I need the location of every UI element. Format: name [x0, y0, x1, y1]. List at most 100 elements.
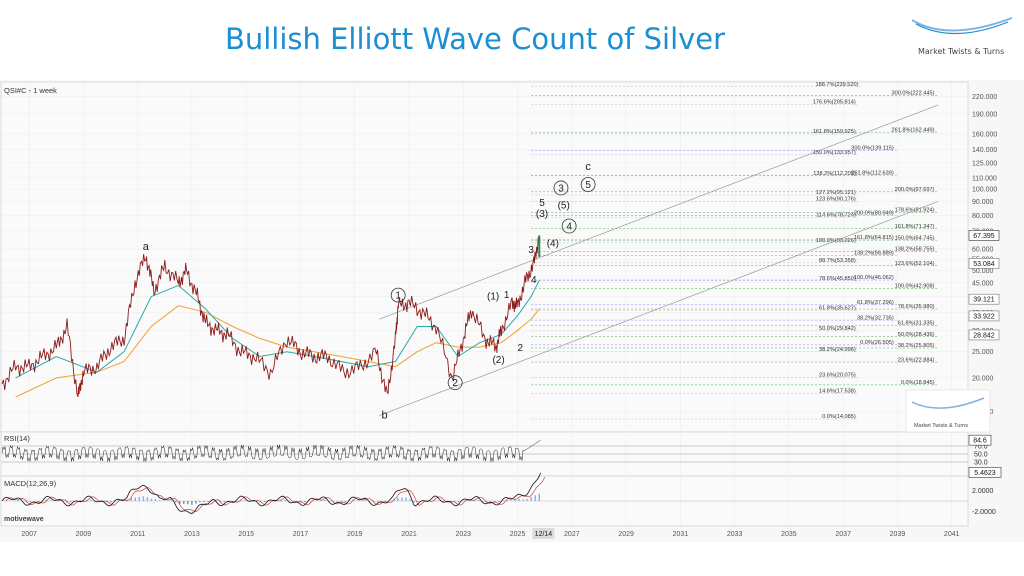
moving-average-slow [15, 305, 540, 398]
wave-circle [553, 180, 569, 196]
price-badge-label: 39.121 [973, 297, 995, 304]
y-tick-label: 220.000 [972, 94, 997, 101]
fib-gray-label: 161.8%(159.925) [813, 129, 856, 135]
price-badge-label: 53.084 [973, 261, 995, 268]
fib-gray-label: 23.6%(20.075) [819, 373, 856, 379]
y-tick-label: 125.000 [972, 160, 997, 167]
wave-label: a [143, 241, 150, 253]
price-badge [968, 258, 1000, 269]
channel-line [379, 104, 939, 320]
y-tick-label: 20.000 [972, 375, 994, 382]
x-tick-label: 2033 [727, 531, 743, 538]
x-tick-label: 2027 [564, 531, 580, 538]
price-badge-label: 33.922 [973, 313, 995, 320]
x-tick-label: 2019 [347, 531, 363, 538]
wave-label: 1 [395, 291, 401, 302]
wave-label: 5 [539, 198, 545, 209]
fib-gray-label: 176.6%(205.814) [813, 100, 856, 106]
wave-label: (2) [492, 355, 504, 366]
macd-current-label: 5.4623 [974, 470, 996, 477]
y-tick-label: 190.000 [972, 111, 997, 118]
macd-current-badge [968, 466, 1002, 478]
x-tick-label: 2029 [618, 531, 634, 538]
motivewave-watermark: motivewave [4, 516, 44, 523]
elliott-wave-chart: 188.7%(239.520) 176.6%(205.814) 161.8%(159… [0, 80, 1024, 542]
fib-green-label: 261.8%(162.449) [892, 127, 935, 133]
brand-logo-icon [911, 17, 1013, 35]
fib-green-label: 300.0%(222.445) [892, 91, 935, 97]
fib-green-label: 23.6%(22.884) [898, 357, 935, 363]
rsi-label: RSI(14) [4, 434, 30, 443]
y-tick-label: 90.000 [972, 199, 994, 206]
y-tick-label: 80.000 [972, 213, 994, 220]
fib-green-label: 161.8%(71.347) [895, 224, 935, 230]
wave-label: 5 [585, 180, 591, 191]
x-tick-label: 2007 [21, 531, 37, 538]
fib-gray-label: 127.2%(95.121) [816, 190, 856, 196]
wave-label: (3) [536, 209, 548, 220]
fib-gray-label: 78.6%(45.850) [819, 276, 856, 282]
fib-gray-label: 61.8%(35.627) [819, 305, 856, 311]
y-tick-label: 100.000 [972, 187, 997, 194]
x-tick-label: 2039 [890, 531, 906, 538]
y-tick-label: 45.000 [972, 280, 994, 287]
fib-gray-label: 38.2%(24.996) [819, 347, 856, 353]
wave-label: 2 [452, 378, 458, 389]
wave-label: 3 [528, 245, 534, 256]
x-tick-label: 2035 [781, 531, 797, 538]
rsi-line [1, 439, 541, 462]
fib-green-label: 123.6%(52.104) [895, 261, 935, 267]
macd-signal-line [5, 476, 546, 512]
fib-gray-label: 188.7%(239.520) [816, 82, 859, 88]
fib-blue-label: 161.8%(64.815) [854, 235, 894, 241]
fib-green-label: 100.0%(42.908) [895, 284, 935, 290]
rsi-level-label: 50.0 [974, 452, 988, 459]
brand-name: Market Twists & Turns [918, 47, 1005, 56]
wave-circle [447, 375, 463, 391]
fib-gray-label: 150.0%(133.957) [813, 150, 856, 156]
wave-circle [390, 287, 406, 303]
price-badge [968, 293, 1000, 305]
wave-label: 4 [566, 222, 572, 233]
cursor-date-label: 12/14 [535, 531, 553, 538]
channel-line [379, 201, 939, 416]
cursor-date-badge [532, 528, 555, 539]
wave-circle [561, 218, 577, 234]
fib-blue-label: 0.0%(26.505) [860, 340, 894, 346]
x-tick-label: 2015 [238, 531, 254, 538]
wave-label: 1 [504, 290, 510, 301]
x-tick-label: 2037 [835, 531, 851, 538]
wave-label: c [585, 161, 591, 173]
price-badge-label: 67.395 [973, 233, 995, 240]
fib-green-label: 0.0%(18.845) [901, 380, 935, 386]
x-tick-label: 2041 [944, 531, 960, 538]
fib-green-label: 200.0%(97.697) [895, 187, 935, 193]
wave-label: 3 [558, 183, 564, 194]
fib-gray-label: 123.6%(90.176) [816, 196, 856, 202]
wave-label: b [382, 410, 388, 422]
x-tick-label: 2011 [130, 531, 145, 538]
fib-gray-label: 14.6%(17.538) [819, 389, 856, 395]
rsi-current-badge [968, 434, 992, 446]
macd-tick-label: -2.0000 [972, 509, 996, 516]
wave-label: (1) [487, 292, 499, 303]
y-tick-label: 60.000 [972, 247, 994, 254]
x-tick-label: 2009 [76, 531, 92, 538]
fib-gray-label: 0.0%(14.085) [822, 414, 856, 420]
y-tick-label: 110.000 [972, 175, 997, 182]
price-badge [968, 310, 1000, 322]
macd-tick-label: 2.0000 [972, 488, 994, 495]
wave-label: 4 [531, 275, 537, 286]
wave-label: (5) [558, 200, 570, 211]
macd-line [1, 472, 541, 514]
y-tick-label: 160.000 [972, 131, 997, 138]
fib-green-label: 150.0%(64.745) [895, 235, 935, 241]
page-title: Bullish Elliott Wave Count of Silver [224, 22, 726, 56]
fib-green-label: 50.0%(28.436) [898, 332, 935, 338]
wave-label: (4) [547, 238, 559, 249]
fib-gray-label: 88.7%(53.358) [819, 258, 856, 264]
fib-blue-label: 261.8%(112.639) [851, 170, 894, 176]
rsi-current-label: 84.6 [973, 438, 987, 445]
inner-brand-name: Market Twists & Turns [914, 423, 968, 429]
rsi-level-label: 30.0 [974, 460, 988, 467]
